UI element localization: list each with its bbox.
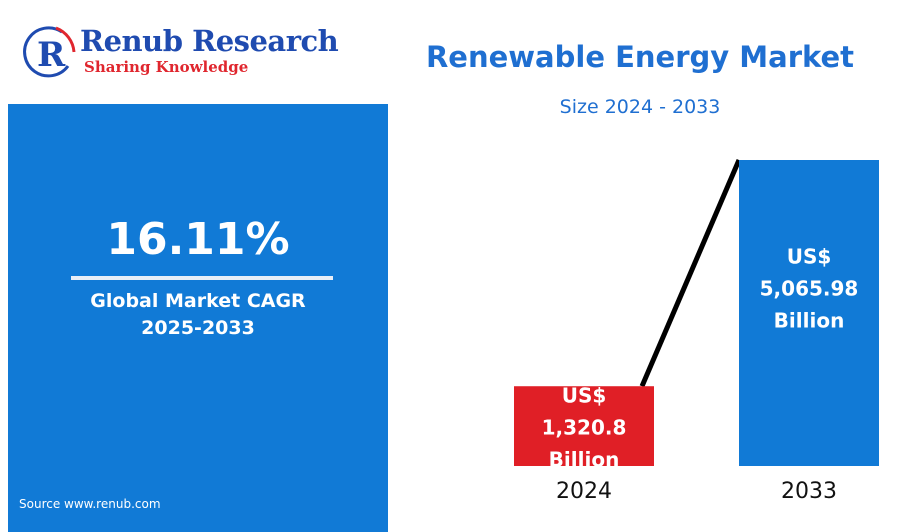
logo-name: Renub Research xyxy=(80,24,339,58)
cagr-label-line2: 2025-2033 xyxy=(141,317,255,339)
cagr-label-line1: Global Market CAGR xyxy=(90,290,306,312)
renub-logo-icon: R xyxy=(23,26,76,78)
cagr-value: 16.11% xyxy=(106,214,290,265)
chart-subtitle: Size 2024 - 2033 xyxy=(559,96,721,118)
bar-chart: US$ 1,320.8 Billion 2024 US$ 5,065.98 Billion 2… xyxy=(514,159,879,504)
cagr-divider xyxy=(71,276,333,280)
bar-2024-label-line-1: US$ xyxy=(562,384,607,408)
logo-tagline: Sharing Knowledge xyxy=(84,58,249,76)
bar-2024 xyxy=(514,386,654,466)
bar-2033-label-line-3: Billion xyxy=(774,309,845,333)
bar-2024-label-line-3: Billion xyxy=(549,448,620,472)
trend-line xyxy=(639,159,742,388)
chart-title: Renewable Energy Market xyxy=(425,40,855,74)
source-note: Source www.renub.com xyxy=(19,497,161,511)
bar-2033 xyxy=(739,160,879,466)
svg-text:R: R xyxy=(37,35,66,75)
cagr-label: Global Market CAGR 2025-2033 xyxy=(8,288,388,342)
x-tick-2024: 2024 xyxy=(556,479,612,504)
bar-2033-label-line-2: 5,065.98 xyxy=(760,277,859,301)
x-tick-2033: 2033 xyxy=(781,479,837,504)
bar-2024-label-line-2: 1,320.8 xyxy=(542,416,627,440)
renub-logo: R Renub Research Sharing Knowledge xyxy=(18,22,339,84)
cagr-panel: 16.11% Global Market CAGR 2025-2033 Sour… xyxy=(8,104,388,532)
bar-2033-label-line-1: US$ xyxy=(787,245,832,269)
